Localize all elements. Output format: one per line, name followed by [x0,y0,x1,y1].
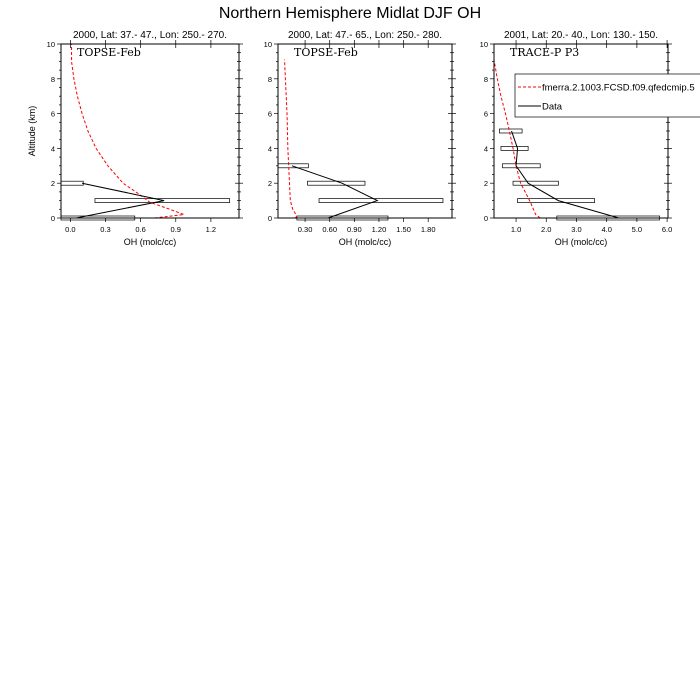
x-tick-label: 1.80 [421,225,436,234]
panel-3: 0 2 4 6 8 10 1.0 2.0 3.0 4.0 5.0 6.0 2001, Lat: 20.-… [480,30,673,247]
data-range-box [318,198,444,203]
campaign-label: TOPSE-Feb [294,46,358,59]
x-tick-label: 0.60 [322,225,337,234]
data-range-box [60,180,84,186]
y-tick-label: 4 [51,144,55,153]
model-line [284,59,298,219]
panel-2: 0 2 4 6 8 10 0.30 0.60 0.90 1.20 1.50 1.80 2000, Lat… [264,30,456,247]
y-tick-label: 4 [268,144,272,153]
x-tick-label: 0.90 [347,225,362,234]
x-tick-label: 1.20 [372,225,387,234]
model-line [493,59,541,219]
y-tick-label: 0 [268,214,272,223]
data-line [76,182,165,219]
x-tick-label: 0.6 [135,225,145,234]
data-line [511,130,619,219]
x-tick-label: 6.0 [662,225,672,234]
legend: fmerra.2.1003.FCSD.f09.qfedcmip.5 Data [514,73,700,118]
y-tick-label: 4 [484,144,488,153]
data-range-box [512,180,559,186]
x-tick-label: 5.0 [632,225,642,234]
y-tick-label: 0 [51,214,55,223]
y-tick-label: 2 [268,179,272,188]
y-tick-label: 6 [484,110,488,119]
panel-subtitle: 2000, Lat: 37.- 47., Lon: 250.- 270. [73,30,227,41]
x-tick-label: 0.9 [171,225,181,234]
x-tick-label: 4.0 [601,225,611,234]
plot-frame [277,43,453,219]
y-tick-label: 10 [47,40,55,49]
data-range-box [517,198,595,203]
x-tick-label: 0.3 [100,225,110,234]
data-range-box [500,146,529,151]
y-tick-label: 6 [268,110,272,119]
data-range-box [499,128,523,134]
x-tick-label: 1.2 [206,225,216,234]
x-tick-label: 1.50 [396,225,411,234]
y-tick-label: 8 [484,75,488,84]
x-axis-label: OH (molc/cc) [339,237,392,247]
panel-1: 0 2 4 6 8 10 0.0 0.3 0.6 0.9 1.2 2000, Lat: 37.- 47… [27,30,243,247]
y-tick-label: 8 [268,75,272,84]
y-tick-label: 0 [484,214,488,223]
x-tick-label: 3.0 [571,225,581,234]
y-tick-label: 2 [51,179,55,188]
y-axis-label: Altitude (km) [27,106,37,157]
data-line [291,165,379,219]
x-tick-label: 2.0 [541,225,551,234]
x-tick-label: 1.0 [511,225,521,234]
data-range-box [307,180,366,186]
legend-box [514,73,700,118]
data-range-box [502,163,541,169]
x-axis-label: OH (molc/cc) [555,237,608,247]
x-tick-label: 0.0 [65,225,75,234]
y-tick-label: 6 [51,110,55,119]
x-axis-label: OH (molc/cc) [124,237,177,247]
panel-subtitle: 2000, Lat: 47.- 65., Lon: 250.- 280. [288,30,442,41]
model-line [71,44,185,219]
campaign-label: TRACE-P P3 [510,46,579,59]
y-tick-label: 10 [480,40,488,49]
figure-title: Northern Hemisphere Midlat DJF OH [219,5,481,22]
y-tick-label: 8 [51,75,55,84]
legend-label: fmerra.2.1003.FCSD.f09.qfedcmip.5 [542,83,695,94]
x-tick-label: 0.30 [298,225,313,234]
campaign-label: TOPSE-Feb [77,46,141,59]
panel-subtitle: 2001, Lat: 20.- 40., Lon: 130.- 150. [504,30,658,41]
y-tick-label: 2 [484,179,488,188]
legend-label: Data [542,102,563,113]
y-tick-label: 10 [264,40,272,49]
